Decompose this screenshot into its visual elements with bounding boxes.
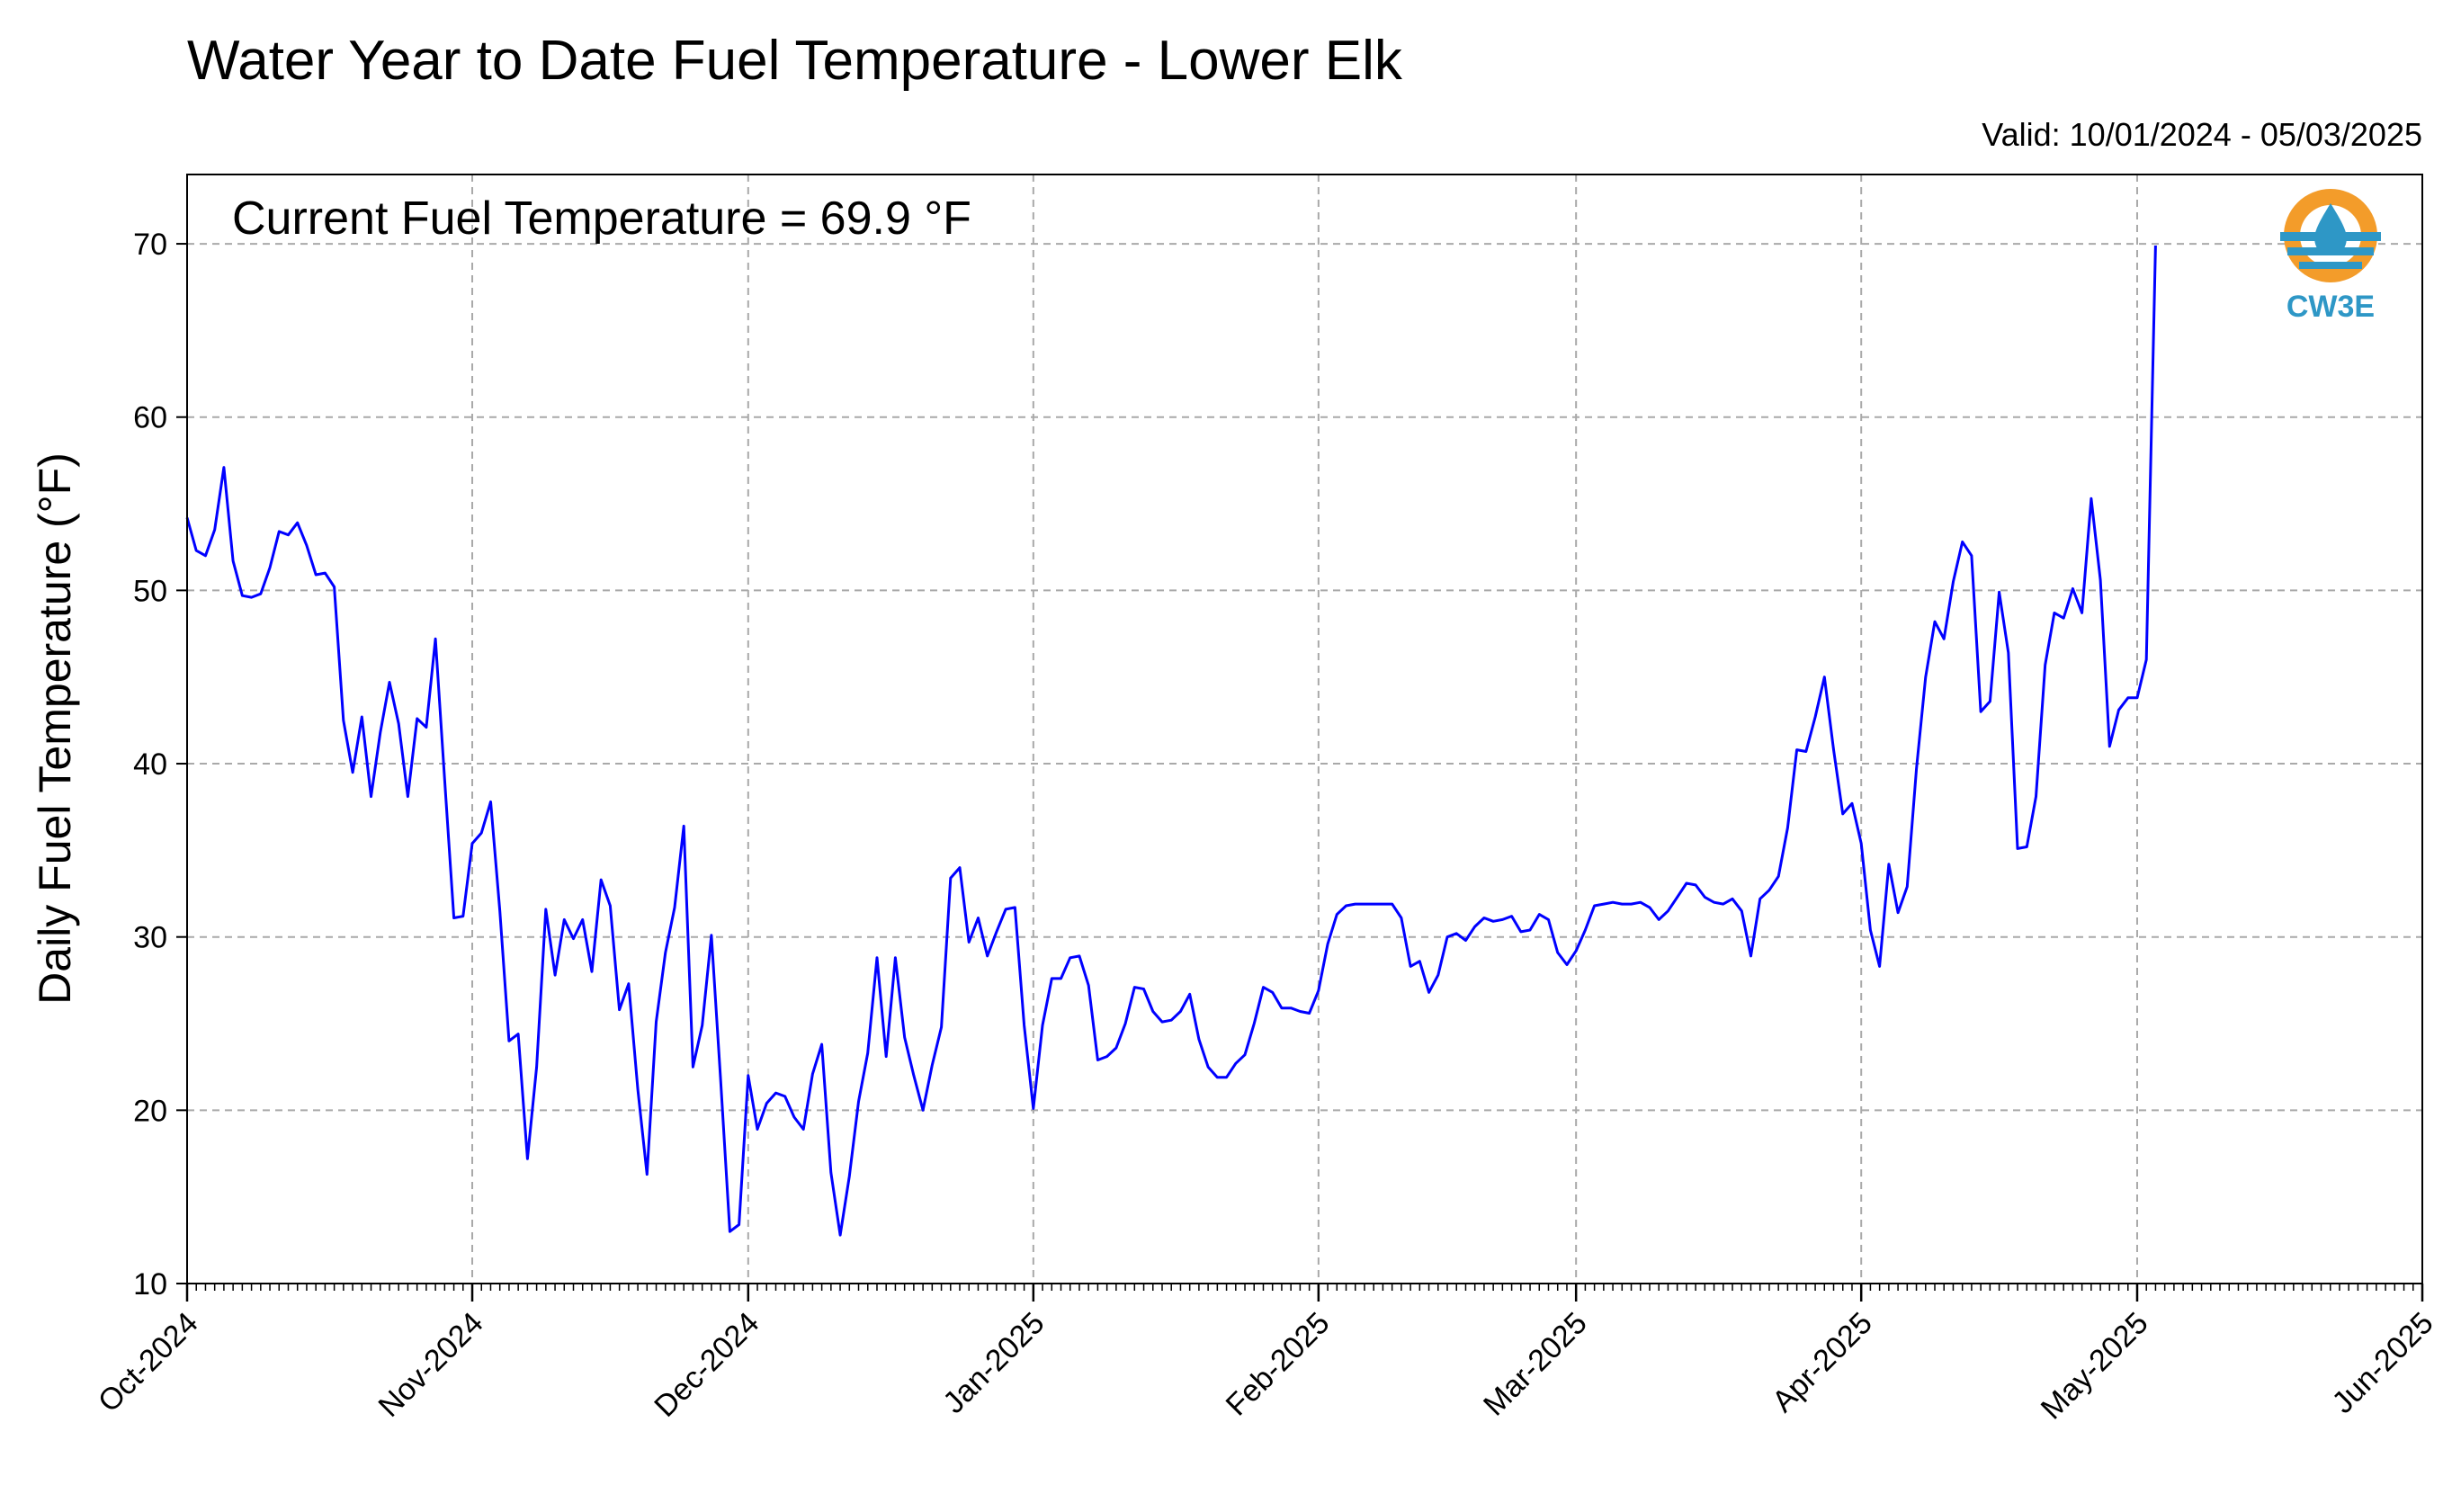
x-tick-label: Oct-2024	[92, 1306, 205, 1419]
y-tick-label: 30	[133, 921, 167, 955]
y-tick-label: 70	[133, 228, 167, 262]
x-tick-label: Dec-2024	[648, 1306, 765, 1424]
plot-frame	[186, 174, 2423, 1284]
x-axis-ticks: Oct-2024 Nov-2024 Dec-2024 Jan-2025 Feb-2025…	[92, 1284, 2440, 1427]
grid-lines	[186, 174, 2423, 1284]
valid-date-range: Valid: 10/01/2024 - 05/03/2025	[1982, 116, 2422, 153]
current-fuel-temperature: Current Fuel Temperature = 69.9 °F	[232, 192, 971, 245]
logo-text: CW3E	[2286, 290, 2375, 324]
y-tick-label: 10	[133, 1267, 167, 1302]
y-axis-label: Daily Fuel Temperature (°F)	[30, 452, 80, 1005]
x-tick-label: Feb-2025	[1220, 1306, 1337, 1423]
y-tick-label: 60	[133, 401, 167, 435]
x-tick-label: Mar-2025	[1477, 1306, 1594, 1423]
cw3e-logo: CW3E	[2280, 189, 2381, 324]
logo-water-drop-icon	[2314, 203, 2347, 255]
chart-title: Water Year to Date Fuel Temperature - Lo…	[187, 30, 1403, 92]
x-tick-label: Nov-2024	[372, 1306, 490, 1424]
y-tick-label: 40	[133, 747, 167, 782]
x-tick-label: May-2025	[2035, 1306, 2155, 1427]
y-axis-ticks: 10 20 30 40 50 60 70	[133, 228, 187, 1302]
fuel-temperature-line	[185, 245, 2157, 1237]
y-tick-label: 20	[133, 1094, 167, 1128]
x-tick-label: Jan-2025	[936, 1306, 1051, 1420]
x-tick-label: Apr-2025	[1766, 1306, 1879, 1419]
x-tick-label: Jun-2025	[2326, 1306, 2440, 1420]
y-tick-label: 50	[133, 574, 167, 608]
